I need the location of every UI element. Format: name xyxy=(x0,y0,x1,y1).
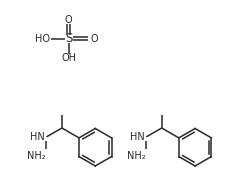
Text: O: O xyxy=(65,15,72,25)
Text: OH: OH xyxy=(61,53,76,63)
Text: S: S xyxy=(65,32,72,45)
Text: HO: HO xyxy=(35,34,51,44)
Text: HN: HN xyxy=(130,132,144,142)
Text: NH₂: NH₂ xyxy=(127,151,145,161)
Text: NH₂: NH₂ xyxy=(27,151,46,161)
Text: O: O xyxy=(90,34,98,44)
Text: HN: HN xyxy=(30,132,45,142)
